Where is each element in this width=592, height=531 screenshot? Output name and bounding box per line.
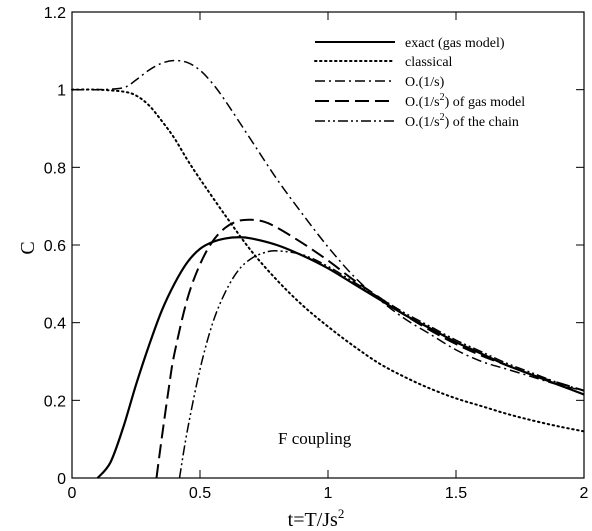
legend-label-classical: classical [405,55,453,70]
series-o-1-s [71,59,585,392]
series-o-1-s2-gas-model [155,218,585,479]
x-axis-label-sup: 2 [338,506,345,521]
x-axis-label-base: t=T/Js [288,509,338,531]
y-axis-label: C [17,241,39,254]
x-axis-label: t=T/Js2 [288,506,345,531]
y-tick-label: 0.2 [44,393,66,410]
legend-label-o1s2-chain-sup: 2 [440,112,445,123]
series-layer [71,59,585,479]
series-o-1-s2-chain [178,250,585,479]
legend-label-o1s2-chain: O.(1/s2) of the chain [405,112,519,130]
series-exact-gas-model [96,236,585,479]
y-tick-label: 1 [57,83,66,100]
x-tick-label: 2 [580,485,589,502]
x-tick-label: 1.5 [445,485,467,502]
x-tick-label: 1 [324,485,333,502]
axis-ticks: 0 0.5 1 1.5 2 0 0.2 0.4 0.6 0.8 1 1.2 [44,5,589,502]
y-tick-label: 0.8 [44,160,66,177]
legend-label-o1s2-chain-pre: O.(1/s [405,115,440,130]
legend-label-o1s2-gas: O.(1/s2) of gas model [405,92,525,110]
legend-label-o1s2-gas-pre: O.(1/s [405,95,440,110]
legend-label-o1s2-chain-post: ) of the chain [445,115,519,130]
legend-label-o1s2-gas-sup: 2 [440,92,445,103]
y-tick-label: 0.6 [44,238,66,255]
y-tick-label: 0 [57,471,66,488]
legend: exact (gas model) classical O.(1/s) O.(1… [314,36,525,130]
legend-label-o1s2-gas-post: ) of gas model [445,95,526,110]
plot-frame [71,11,585,479]
x-tick-label: 0 [68,485,77,502]
x-tick-label: 0.5 [189,485,211,502]
y-tick-label: 1.2 [44,5,66,22]
legend-label-o1s: O.(1/s) [405,75,445,90]
legend-label-exact: exact (gas model) [405,36,505,51]
series-classical [71,88,585,433]
y-tick-label: 0.4 [44,316,66,333]
annotation-f-coupling: F coupling [278,429,352,448]
